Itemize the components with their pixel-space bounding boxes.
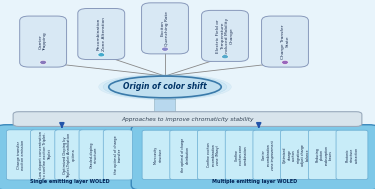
Text: Charge Transfer
State: Charge Transfer State [281, 24, 289, 59]
Text: Graded-doping
structure: Graded-doping structure [89, 142, 98, 168]
Ellipse shape [109, 76, 221, 98]
Text: Microcavity
structure: Microcavity structure [154, 146, 162, 164]
Text: Multiple emitting layer WOLED: Multiple emitting layer WOLED [212, 179, 298, 184]
FancyBboxPatch shape [13, 112, 362, 126]
Ellipse shape [99, 74, 231, 100]
Text: Electric Field or
Temperature
Induced Mobility
Change: Electric Field or Temperature Induced Mo… [216, 18, 234, 54]
Text: the optimal of charge
distribution: the optimal of charge distribution [182, 138, 190, 172]
Text: Reducing
photon
reabsorption
losses: Reducing photon reabsorption losses [315, 145, 333, 165]
Ellipse shape [40, 60, 46, 64]
FancyBboxPatch shape [170, 130, 202, 180]
FancyBboxPatch shape [253, 130, 285, 180]
FancyBboxPatch shape [103, 130, 132, 180]
FancyBboxPatch shape [225, 130, 257, 180]
FancyBboxPatch shape [262, 16, 308, 67]
FancyBboxPatch shape [142, 3, 188, 54]
FancyBboxPatch shape [78, 9, 124, 60]
FancyBboxPatch shape [142, 130, 174, 180]
Ellipse shape [282, 60, 288, 64]
Text: Confine
exciton zone
combination: Confine exciton zone combination [234, 145, 248, 165]
Text: Single emitting layer WOLED: Single emitting layer WOLED [30, 179, 109, 184]
FancyBboxPatch shape [202, 10, 248, 61]
FancyBboxPatch shape [308, 130, 340, 180]
Text: Exciton
Quenching Rate: Exciton Quenching Rate [161, 11, 169, 46]
FancyBboxPatch shape [20, 16, 67, 67]
Text: Carrier
Trapping: Carrier Trapping [39, 32, 47, 51]
FancyBboxPatch shape [6, 130, 36, 180]
Text: Photonic
structure
extraction: Photonic structure extraction [345, 147, 358, 163]
FancyBboxPatch shape [0, 125, 142, 189]
Text: Origin of color shift: Origin of color shift [123, 82, 207, 91]
Ellipse shape [222, 55, 228, 59]
FancyBboxPatch shape [131, 125, 375, 189]
Ellipse shape [162, 47, 168, 51]
FancyBboxPatch shape [280, 130, 312, 180]
Text: Charge transfer
exciton emission: Charge transfer exciton emission [16, 140, 25, 170]
FancyBboxPatch shape [198, 130, 230, 180]
FancyBboxPatch shape [336, 130, 368, 180]
Text: Confine exciton
recombination
zone (Many): Confine exciton recombination zone (Many… [207, 143, 220, 167]
FancyBboxPatch shape [31, 130, 60, 180]
Ellipse shape [103, 75, 227, 99]
Text: Approaches to improve chromaticity stability: Approaches to improve chromaticity stabi… [121, 117, 254, 122]
Text: Carrier
recombination
zone improvement: Carrier recombination zone improvement [262, 140, 276, 170]
Text: Optimized
charge
exciton
migration,
adjust charge
balance: Optimized charge exciton migration, adju… [283, 144, 310, 166]
Ellipse shape [98, 53, 105, 57]
Text: Optimized Doping by
Triplet-Triplet Annihilation
optima: Optimized Doping by Triplet-Triplet Anni… [63, 132, 76, 177]
FancyBboxPatch shape [55, 130, 84, 180]
Text: the optimal of charge
transfer: the optimal of charge transfer [114, 136, 122, 174]
Text: Recombination
Zone Alteration: Recombination Zone Alteration [97, 17, 105, 51]
FancyBboxPatch shape [79, 130, 108, 180]
Text: Low dopant concentration
to confine exciton Triplet-
Triplet: Low dopant concentration to confine exci… [39, 131, 52, 178]
FancyBboxPatch shape [154, 99, 175, 114]
